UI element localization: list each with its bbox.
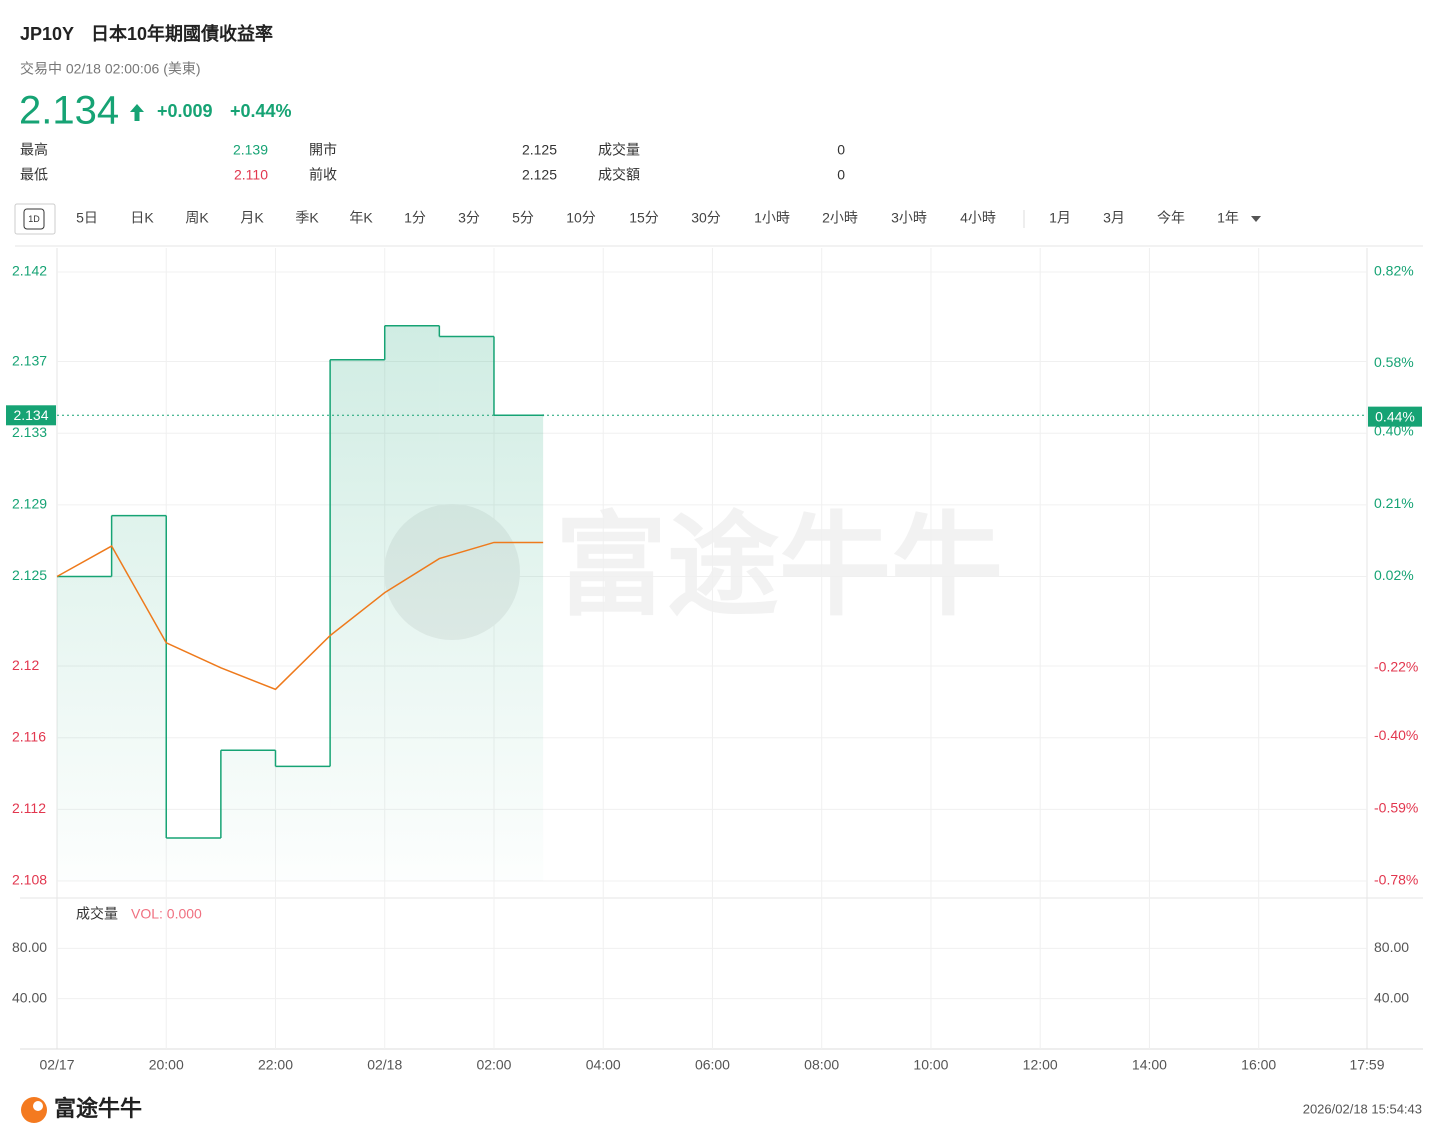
y-tick-label: 2.137 <box>12 352 47 368</box>
stat-label: 開市 <box>309 142 337 158</box>
x-tick-label: 02:00 <box>476 1057 511 1073</box>
y2-tick-label: -0.78% <box>1374 872 1418 888</box>
volume-title: 成交量 <box>76 906 118 922</box>
stat-label: 前收 <box>309 167 337 183</box>
x-tick-label: 06:00 <box>695 1057 730 1073</box>
y2-tick-label: 80.00 <box>1374 939 1409 955</box>
tab[interactable]: 10分 <box>566 210 596 226</box>
area-segment <box>493 415 544 881</box>
area-segment <box>330 359 385 881</box>
tab[interactable]: 15分 <box>629 210 659 226</box>
tab[interactable]: 月K <box>240 210 264 226</box>
y-tick-label: 2.116 <box>12 728 46 744</box>
tab[interactable]: 1分 <box>404 210 426 226</box>
stat-value: 2.125 <box>522 167 557 183</box>
x-tick-label: 04:00 <box>586 1057 621 1073</box>
y-tick-label: 2.133 <box>12 424 47 440</box>
y-tick-label: 2.108 <box>12 872 47 888</box>
area-segment <box>275 766 331 881</box>
pct-tag-bg <box>1368 406 1422 427</box>
stat-label: 最高 <box>20 142 48 158</box>
stat-value: 0 <box>837 142 845 158</box>
y-tick-label: 40.00 <box>12 989 47 1005</box>
y2-tick-label: 0.58% <box>1374 354 1414 370</box>
footer-logo <box>21 1097 47 1123</box>
x-tick-label: 02/17 <box>39 1057 74 1073</box>
tab[interactable]: 30分 <box>691 210 721 226</box>
tab[interactable]: 3月 <box>1103 210 1125 226</box>
x-tick-label: 20:00 <box>149 1057 184 1073</box>
tab[interactable]: 4小時 <box>960 210 996 226</box>
footer-brand: 富途牛牛 <box>54 1096 142 1121</box>
tab[interactable]: 1月 <box>1049 210 1071 226</box>
tab[interactable]: 2小時 <box>822 210 858 226</box>
stat-label: 最低 <box>20 167 48 183</box>
tab[interactable]: 年K <box>349 210 373 226</box>
up-arrow <box>130 104 144 121</box>
x-tick-label: 12:00 <box>1023 1057 1058 1073</box>
tab[interactable]: 5分 <box>512 210 534 226</box>
y2-tick-label: 0.21% <box>1374 495 1414 511</box>
area-segment <box>166 838 221 881</box>
stat-value: 2.139 <box>233 142 268 158</box>
x-tick-label: 08:00 <box>804 1057 839 1073</box>
pct-tag: 0.44% <box>1375 408 1415 424</box>
stat-value: 0 <box>837 167 845 183</box>
price-tag: 2.134 <box>13 407 48 423</box>
tab[interactable]: 1小時 <box>754 210 790 226</box>
tab-icon[interactable]: 1D <box>28 214 40 224</box>
tab[interactable]: 3分 <box>458 210 480 226</box>
y-tick-label: 2.142 <box>12 263 47 279</box>
tab[interactable]: 1年 <box>1217 210 1239 226</box>
stat-label: 成交額 <box>598 167 640 183</box>
price: 2.134 <box>19 89 119 133</box>
status: 交易中 02/18 02:00:06 (美東) <box>20 61 201 77</box>
footer-timestamp: 2026/02/18 15:54:43 <box>1303 1101 1422 1116</box>
y2-tick-label: -0.40% <box>1374 727 1418 743</box>
dropdown-caret[interactable] <box>1251 216 1261 222</box>
tab[interactable]: 3小時 <box>891 210 927 226</box>
tab-icon-frame <box>14 203 56 235</box>
price-tag-bg <box>6 405 56 426</box>
stat-value: 2.125 <box>522 142 557 158</box>
x-tick-label: 14:00 <box>1132 1057 1167 1073</box>
tab[interactable]: 今年 <box>1157 210 1185 226</box>
footer-logo-eye <box>33 1101 43 1111</box>
area-segment <box>111 515 167 881</box>
tab-icon-box[interactable] <box>23 208 45 230</box>
y-tick-label: 2.12 <box>12 657 39 673</box>
y2-tick-label: 40.00 <box>1374 989 1409 1005</box>
area-segment <box>57 576 112 881</box>
average-line <box>56 541 544 691</box>
y2-tick-label: 0.02% <box>1374 567 1414 583</box>
tab[interactable]: 5日 <box>76 210 98 226</box>
volume-subtitle: VOL: 0.000 <box>131 906 202 922</box>
y-tick-label: 2.129 <box>12 496 47 512</box>
x-tick-label: 16:00 <box>1241 1057 1276 1073</box>
area-segment <box>439 336 494 881</box>
y2-tick-label: -0.22% <box>1374 659 1418 675</box>
instrument-name: 日本10年期國債收益率 <box>91 23 273 44</box>
x-tick-label: 17:59 <box>1349 1057 1384 1073</box>
y-tick-label: 80.00 <box>12 939 47 955</box>
x-tick-label: 22:00 <box>258 1057 293 1073</box>
y2-tick-label: -0.59% <box>1374 799 1418 815</box>
stat-label: 成交量 <box>598 142 640 158</box>
area-segment <box>384 325 440 881</box>
stat-value: 2.110 <box>234 167 268 183</box>
y2-tick-label: 0.82% <box>1374 263 1414 279</box>
area-segment <box>220 750 276 881</box>
watermark: 富途牛牛 <box>555 504 1003 629</box>
symbol: JP10Y <box>20 24 74 44</box>
tab[interactable]: 季K <box>295 210 319 226</box>
tab[interactable]: 周K <box>185 210 209 226</box>
x-tick-label: 02/18 <box>367 1057 402 1073</box>
x-tick-label: 10:00 <box>913 1057 948 1073</box>
change-pct: +0.44% <box>230 101 292 121</box>
y-tick-label: 2.125 <box>12 567 47 583</box>
change: +0.009 <box>157 101 213 121</box>
tab[interactable]: 日K <box>130 210 154 226</box>
y-tick-label: 2.112 <box>12 800 46 816</box>
